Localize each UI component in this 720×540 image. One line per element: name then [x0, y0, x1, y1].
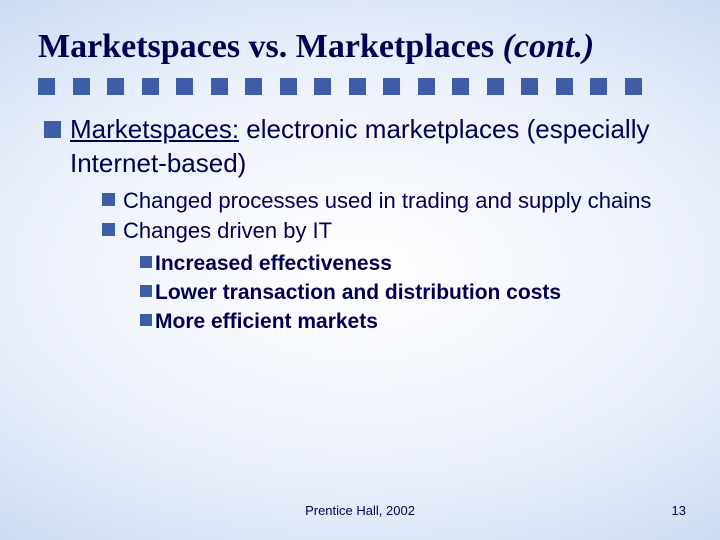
- divider-square-icon: [625, 78, 642, 95]
- divider-square-icon: [521, 78, 538, 95]
- bullet-lvl2: Changed processes used in trading and su…: [102, 187, 692, 216]
- lvl3-text: More efficient markets: [155, 308, 378, 335]
- bullet-lvl2-group: Changed processes used in trading and su…: [102, 187, 692, 336]
- divider-square-icon: [211, 78, 228, 95]
- bullet-lvl3: Increased effectiveness: [140, 250, 692, 277]
- lvl1-text: Marketspaces: electronic marketplaces (e…: [70, 113, 692, 181]
- divider-square-icon: [73, 78, 90, 95]
- divider-square-icon: [280, 78, 297, 95]
- divider-square-icon: [487, 78, 504, 95]
- bullet-lvl3-group: Increased effectiveness Lower transactio…: [140, 250, 692, 336]
- divider-square-icon: [107, 78, 124, 95]
- lvl1-underline: Marketspaces:: [70, 114, 239, 144]
- slide-title: Marketspaces vs. Marketplaces (cont.): [38, 28, 692, 66]
- divider-square-icon: [38, 78, 55, 95]
- lvl2-text: Changed processes used in trading and su…: [123, 187, 651, 216]
- square-bullet-icon: [102, 193, 115, 206]
- content: Marketspaces: electronic marketplaces (e…: [38, 113, 692, 336]
- divider-square-icon: [142, 78, 159, 95]
- divider-square-icon: [556, 78, 573, 95]
- bullet-lvl3: More efficient markets: [140, 308, 692, 335]
- square-bullet-icon: [140, 314, 152, 326]
- footer-text: Prentice Hall, 2002: [0, 503, 720, 518]
- lvl2-text: Changes driven by IT: [123, 217, 332, 246]
- lvl3-text: Increased effectiveness: [155, 250, 392, 277]
- square-bullet-icon: [44, 121, 61, 138]
- square-bullet-icon: [140, 285, 152, 297]
- slide: Marketspaces vs. Marketplaces (cont.) Ma…: [0, 0, 720, 540]
- square-bullet-icon: [102, 223, 115, 236]
- divider-square-icon: [314, 78, 331, 95]
- divider-square-icon: [383, 78, 400, 95]
- divider-square-icon: [349, 78, 366, 95]
- lvl3-text: Lower transaction and distribution costs: [155, 279, 561, 306]
- divider-square-icon: [452, 78, 469, 95]
- bullet-lvl3: Lower transaction and distribution costs: [140, 279, 692, 306]
- title-cont: (cont.): [503, 28, 595, 65]
- divider-square-icon: [176, 78, 193, 95]
- bullet-lvl2: Changes driven by IT: [102, 217, 692, 246]
- divider-squares: [38, 78, 692, 95]
- square-bullet-icon: [140, 256, 152, 268]
- divider-square-icon: [418, 78, 435, 95]
- divider-square-icon: [590, 78, 607, 95]
- divider-square-icon: [245, 78, 262, 95]
- page-number: 13: [672, 503, 686, 518]
- title-main: Marketspaces vs. Marketplaces: [38, 28, 503, 65]
- bullet-lvl1: Marketspaces: electronic marketplaces (e…: [44, 113, 692, 336]
